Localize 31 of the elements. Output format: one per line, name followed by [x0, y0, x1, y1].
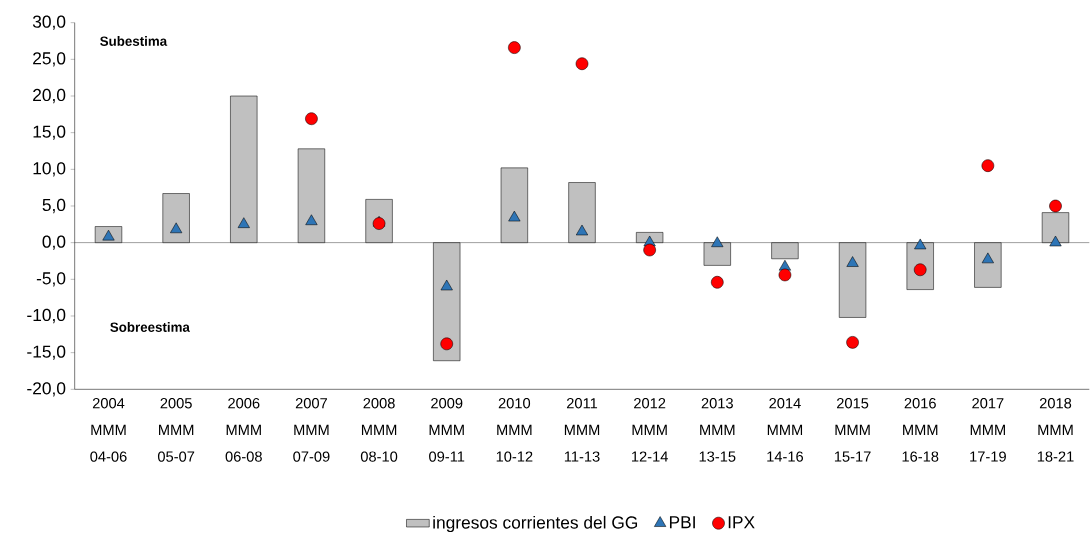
y-tick-label: 5,0 — [42, 198, 66, 214]
y-tick-label: -10,0 — [27, 308, 66, 324]
legend-label: ingresos corrientes del GG — [433, 515, 638, 533]
x-tick-label: 2016 MMM 16-18 — [902, 398, 939, 462]
x-tick-label: 2012 MMM 12-14 — [632, 398, 668, 462]
x-tick-label: 2005 MMM 05-07 — [157, 398, 195, 462]
x-tick-label: 2010 MMM 10-12 — [496, 398, 533, 462]
y-tick-label: 30,0 — [32, 15, 66, 30]
y-tick-label: -5,0 — [36, 272, 66, 287]
y-tick-label: 20,0 — [33, 88, 66, 104]
x-tick-label: 2018 MMM 18-21 — [1037, 398, 1074, 462]
x-tick-label: 2009 MMM 09-11 — [429, 398, 465, 462]
y-tick-label: 25,0 — [33, 52, 66, 67]
annotation: Subestima — [100, 36, 168, 46]
x-tick-label: 2006 MMM 06-08 — [225, 398, 262, 462]
y-tick-label: -20,0 — [27, 382, 66, 397]
x-tick-label: 2015 MMM 15-17 — [834, 398, 871, 462]
y-tick-label: 0,0 — [42, 235, 66, 250]
y-tick-label: -15,0 — [27, 345, 66, 360]
annotation: Sobreestima — [110, 322, 190, 332]
y-tick-label: 10,0 — [33, 162, 66, 177]
x-tick-label: 2013 MMM 13-15 — [699, 398, 736, 462]
x-tick-label: 2017 MMM 17-19 — [970, 398, 1006, 462]
x-tick-label: 2014 MMM 14-16 — [767, 398, 804, 462]
x-tick-label: 2008 MMM 08-10 — [360, 398, 398, 462]
x-tick-label: 2007 MMM 07-09 — [293, 398, 330, 462]
x-tick-label: 2004 MMM 04-06 — [90, 398, 127, 462]
x-tick-label: 2011 MMM 11-13 — [564, 398, 600, 462]
legend-label: PBI — [669, 516, 695, 529]
y-tick-label: 15,0 — [33, 125, 66, 140]
legend-label: IPX — [728, 516, 755, 529]
